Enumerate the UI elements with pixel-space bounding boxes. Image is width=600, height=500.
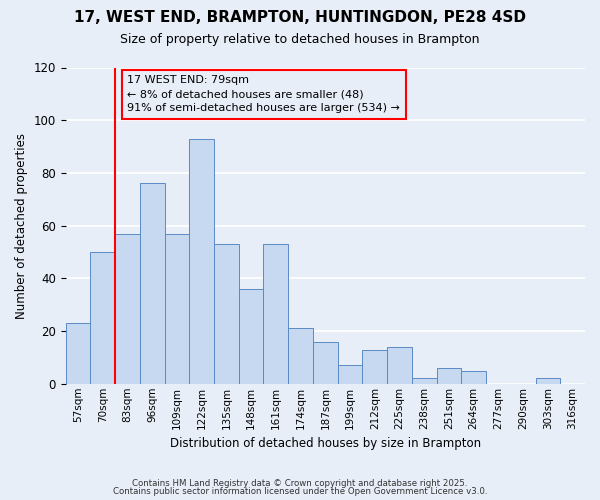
X-axis label: Distribution of detached houses by size in Brampton: Distribution of detached houses by size … <box>170 437 481 450</box>
Bar <box>437 368 461 384</box>
Text: 17 WEST END: 79sqm
← 8% of detached houses are smaller (48)
91% of semi-detached: 17 WEST END: 79sqm ← 8% of detached hous… <box>127 76 400 114</box>
Bar <box>239 289 263 384</box>
Bar <box>190 138 214 384</box>
Bar <box>91 252 115 384</box>
Bar <box>313 342 338 384</box>
Bar <box>140 184 164 384</box>
Bar <box>65 323 91 384</box>
Bar <box>461 370 486 384</box>
Bar <box>214 244 239 384</box>
Bar <box>115 234 140 384</box>
Text: Contains HM Land Registry data © Crown copyright and database right 2025.: Contains HM Land Registry data © Crown c… <box>132 478 468 488</box>
Bar <box>536 378 560 384</box>
Bar <box>387 347 412 384</box>
Bar <box>362 350 387 384</box>
Y-axis label: Number of detached properties: Number of detached properties <box>15 132 28 318</box>
Bar <box>263 244 288 384</box>
Bar <box>288 328 313 384</box>
Bar <box>338 366 362 384</box>
Text: Size of property relative to detached houses in Brampton: Size of property relative to detached ho… <box>120 32 480 46</box>
Bar <box>412 378 437 384</box>
Text: 17, WEST END, BRAMPTON, HUNTINGDON, PE28 4SD: 17, WEST END, BRAMPTON, HUNTINGDON, PE28… <box>74 10 526 25</box>
Bar <box>164 234 190 384</box>
Text: Contains public sector information licensed under the Open Government Licence v3: Contains public sector information licen… <box>113 487 487 496</box>
